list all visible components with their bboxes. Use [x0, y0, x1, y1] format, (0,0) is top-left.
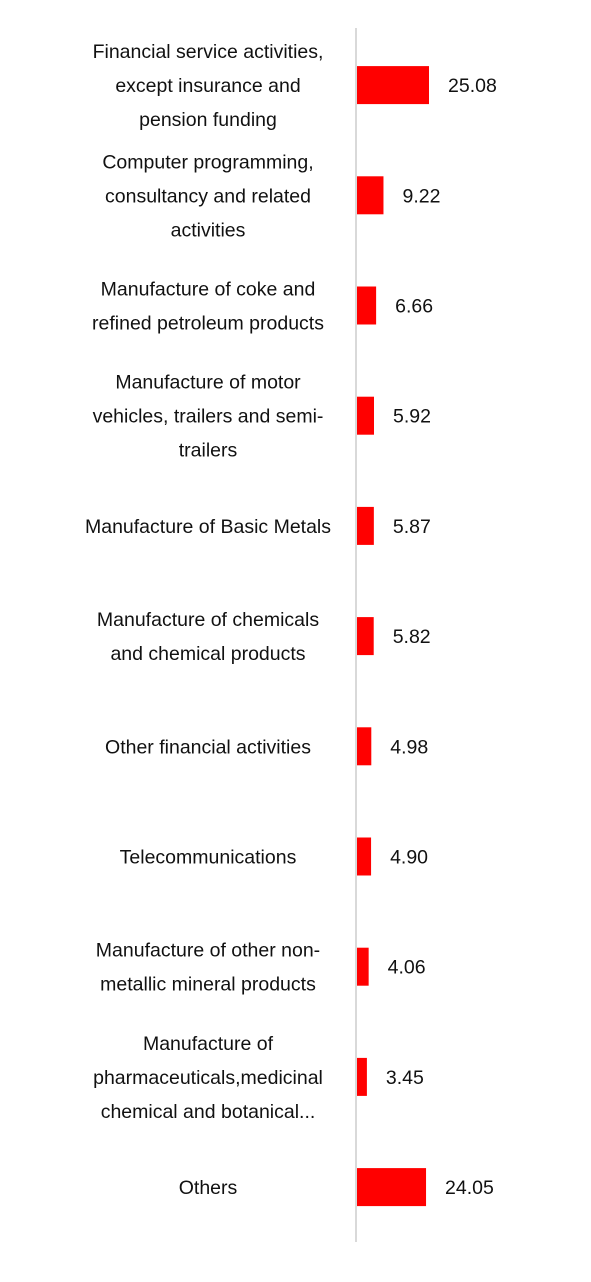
- category-label-line: Others: [179, 1177, 238, 1199]
- category-label-line: Manufacture of: [143, 1033, 274, 1055]
- value-label: 3.45: [386, 1067, 424, 1089]
- category-label: Manufacture of coke and refined petroleum…: [92, 279, 324, 335]
- category-label-line: Computer programming,: [102, 151, 313, 173]
- category-label: Computer programming, consultancy and rel…: [102, 151, 313, 241]
- value-label: 4.90: [390, 847, 428, 869]
- category-label-line: Manufacture of other non-: [96, 940, 320, 962]
- bar: [357, 396, 374, 435]
- value-label: 9.22: [402, 185, 440, 207]
- value-label: 5.82: [393, 626, 431, 648]
- category-label-line: metallic mineral products: [100, 974, 316, 996]
- bar: [357, 66, 429, 105]
- category-label-line: vehicles, trailers and semi-: [93, 406, 324, 428]
- bar: [357, 286, 377, 325]
- category-label-line: and chemical products: [110, 643, 305, 665]
- value-label: 5.87: [393, 516, 431, 538]
- category-label: Manufacture of other non-metallic minera…: [96, 940, 320, 996]
- category-label: Manufacture of Basic Metals: [85, 516, 331, 538]
- category-label-line: Financial service activities,: [93, 41, 324, 63]
- category-label-line: trailers: [179, 440, 238, 462]
- bar: [357, 176, 384, 215]
- bar: [357, 617, 374, 656]
- bar: [357, 837, 372, 876]
- value-label: 4.98: [390, 736, 428, 758]
- category-label-line: Manufacture of Basic Metals: [85, 516, 331, 538]
- category-label: Manufacture of motor vehicles, trailers a…: [93, 372, 324, 462]
- value-label: 5.92: [393, 406, 431, 428]
- category-label-line: refined petroleum products: [92, 313, 324, 335]
- category-label-line: activities: [171, 219, 246, 241]
- value-labels-group: 25.08 9.22 6.66 5.92 5.87 5.82 4.98 4.90 4.06 3.4…: [386, 75, 497, 1199]
- value-label: 6.66: [395, 296, 433, 318]
- category-label-line: Other financial activities: [105, 736, 311, 758]
- bar: [357, 727, 372, 766]
- value-label: 24.05: [445, 1177, 494, 1199]
- bar: [357, 947, 369, 986]
- value-label: 25.08: [448, 75, 497, 97]
- category-label-line: Manufacture of coke and: [101, 279, 316, 301]
- category-label: Financial service activities, except insu…: [93, 41, 324, 131]
- category-label-line: pension funding: [139, 109, 277, 131]
- category-label-line: Manufacture of motor: [115, 372, 301, 394]
- bar: [357, 1168, 427, 1207]
- category-label-line: consultancy and related: [105, 185, 311, 207]
- value-label: 4.06: [388, 957, 426, 979]
- category-label-line: chemical and botanical...: [101, 1101, 316, 1123]
- category-label-line: Telecommunications: [120, 847, 297, 869]
- category-label-line: except insurance and: [115, 75, 300, 97]
- bars-group: [357, 66, 429, 1207]
- category-label: Others: [179, 1177, 238, 1199]
- bar: [357, 506, 374, 545]
- category-label-line: pharmaceuticals,medicinal: [93, 1067, 323, 1089]
- category-labels-group: Financial service activities, except insu…: [85, 41, 331, 1199]
- category-label: Other financial activities: [105, 736, 311, 758]
- category-label-line: Manufacture of chemicals: [97, 609, 319, 631]
- category-label: Manufacture of chemicals and chemical pro…: [97, 609, 319, 665]
- category-label: Manufacture of pharmaceuticals,medicinal c…: [93, 1033, 323, 1123]
- category-label: Telecommunications: [120, 847, 297, 869]
- bar: [357, 1057, 367, 1096]
